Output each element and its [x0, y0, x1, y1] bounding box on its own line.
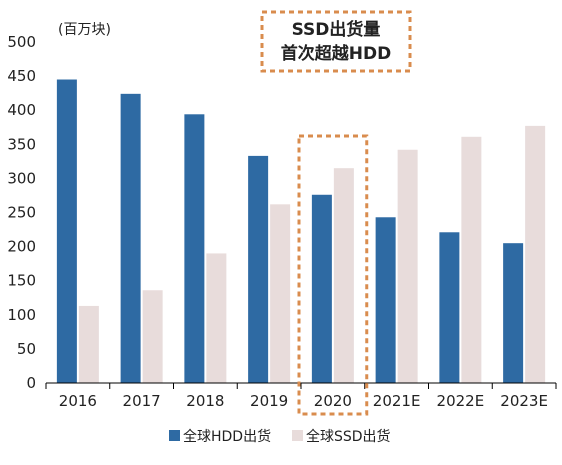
chart-title-box — [260, 10, 412, 73]
bar-series-1-2017 — [120, 93, 141, 383]
y-tick-label: 350 — [7, 135, 36, 153]
y-tick-label: 400 — [7, 101, 36, 119]
y-tick-label: 250 — [7, 204, 36, 222]
legend-label-1: 全球HDD出货 — [183, 428, 271, 445]
bar-series-1-2016 — [56, 79, 77, 383]
x-tick-label: 2021E — [373, 392, 421, 410]
x-tick-label: 2018 — [186, 392, 224, 410]
bar-series-1-2019 — [248, 155, 269, 383]
y-tick-label: 150 — [7, 272, 36, 290]
y-tick-label: 200 — [7, 238, 36, 256]
bar-series-2-2023E — [525, 125, 546, 384]
bar-series-2-2021E — [397, 149, 418, 383]
bar-series-1-2023E — [503, 243, 524, 383]
y-tick-label: 100 — [7, 306, 36, 324]
x-tick-label: 2017 — [123, 392, 161, 410]
chart-title-line-2: 首次超越HDD — [281, 43, 391, 64]
y-tick-label: 0 — [26, 374, 36, 392]
x-tick-label: 2022E — [437, 392, 485, 410]
y-tick-label: 300 — [7, 169, 36, 187]
y-tick-label: 50 — [17, 340, 36, 358]
legend-swatch-1 — [169, 430, 180, 441]
bar-series-1-2021E — [375, 217, 396, 383]
x-tick-label: 2019 — [250, 392, 288, 410]
bar-series-2-2022E — [461, 136, 482, 383]
bar-series-2-2017 — [142, 290, 163, 383]
bar-series-1-2018 — [184, 114, 205, 384]
legend-swatch-2 — [292, 430, 303, 441]
bar-series-2-2020 — [333, 168, 354, 383]
legend-label-2: 全球SSD出货 — [306, 428, 391, 445]
x-axis: 2016 2017 2018 2019 2020 2021E 2022E 2023E — [45, 383, 557, 410]
x-tick-label: 2020 — [314, 392, 352, 410]
bar-series-1-2022E — [439, 232, 460, 383]
legend: 全球HDD出货 全球SSD出货 — [169, 428, 391, 445]
bars — [56, 79, 546, 384]
y-tick-label: 450 — [7, 67, 36, 85]
highlight-box-2020 — [297, 134, 369, 416]
bar-series-1-2020 — [311, 194, 332, 383]
x-tick-label: 2023E — [500, 392, 548, 410]
chart-title-line-1: SSD出货量 — [292, 19, 381, 40]
y-tick-label: 500 — [7, 33, 36, 51]
x-tick-label: 2016 — [59, 392, 97, 410]
y-axis: 0 50 100 150 200 250 300 350 400 450 500 — [7, 33, 36, 392]
y-unit-label: (百万块) — [58, 22, 111, 38]
bar-series-2-2016 — [78, 305, 99, 383]
bar-series-2-2019 — [270, 204, 291, 383]
bar-series-2-2018 — [206, 253, 227, 383]
